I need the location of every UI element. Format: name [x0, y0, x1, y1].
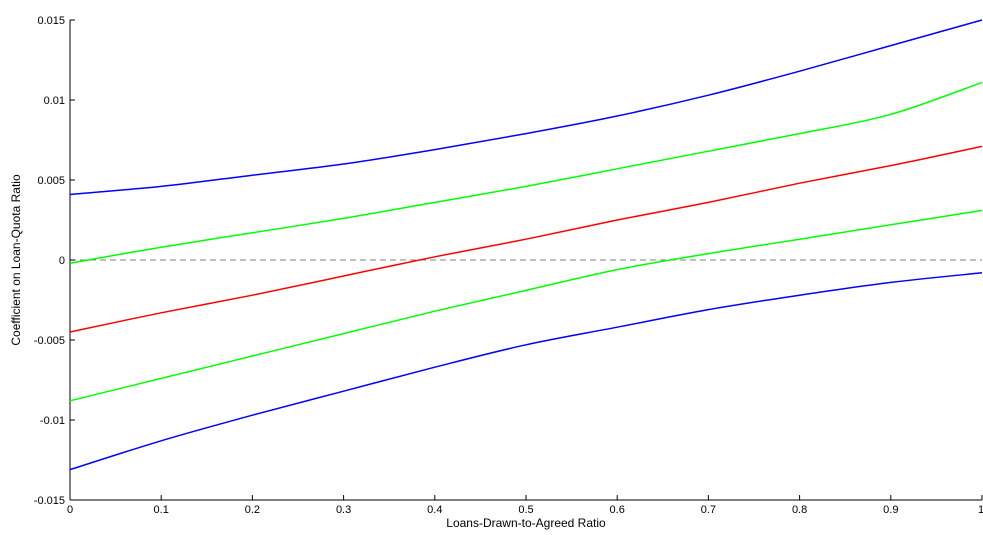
- series-line-5: [69, 272, 983, 471]
- series-line-1: [69, 19, 983, 196]
- x-axis-ticks: 0 0.1 0.2 0.3 0.4 0.5 0.6 0.7 0.8 0.9 1: [67, 495, 983, 516]
- x-tick-label: 0.7: [701, 504, 716, 516]
- series-line-2: [69, 81, 983, 264]
- y-tick-label: -0.015: [34, 495, 65, 507]
- y-axis-title: Coefficient on Loan-Quota Ratio: [9, 174, 23, 346]
- y-tick-label: 0.01: [44, 95, 65, 107]
- y-axis-ticks: -0.015 -0.01 -0.005 0 0.005 0.01 0.015: [34, 15, 75, 507]
- x-tick-label: 0.2: [245, 504, 260, 516]
- y-tick-label: 0.015: [37, 15, 65, 27]
- x-tick-label: 0.9: [883, 504, 898, 516]
- y-tick-label: 0: [59, 255, 65, 267]
- y-tick-label: -0.005: [34, 335, 65, 347]
- series-line-3: [69, 145, 983, 333]
- x-axis-title: Loans-Drawn-to-Agreed Ratio: [446, 516, 606, 530]
- x-tick-label: 0.4: [427, 504, 442, 516]
- x-tick-label: 0.6: [610, 504, 625, 516]
- x-tick-label: 0.8: [792, 504, 807, 516]
- x-tick-label: 0.1: [154, 504, 169, 516]
- series-line-4: [69, 209, 983, 402]
- y-tick-label: -0.01: [40, 415, 65, 427]
- y-tick-label: 0.005: [37, 175, 65, 187]
- x-tick-label: 0.5: [518, 504, 533, 516]
- x-tick-label: 0: [67, 504, 73, 516]
- x-tick-label: 1: [978, 504, 983, 516]
- x-tick-label: 0.3: [336, 504, 351, 516]
- series-layer: [69, 19, 983, 471]
